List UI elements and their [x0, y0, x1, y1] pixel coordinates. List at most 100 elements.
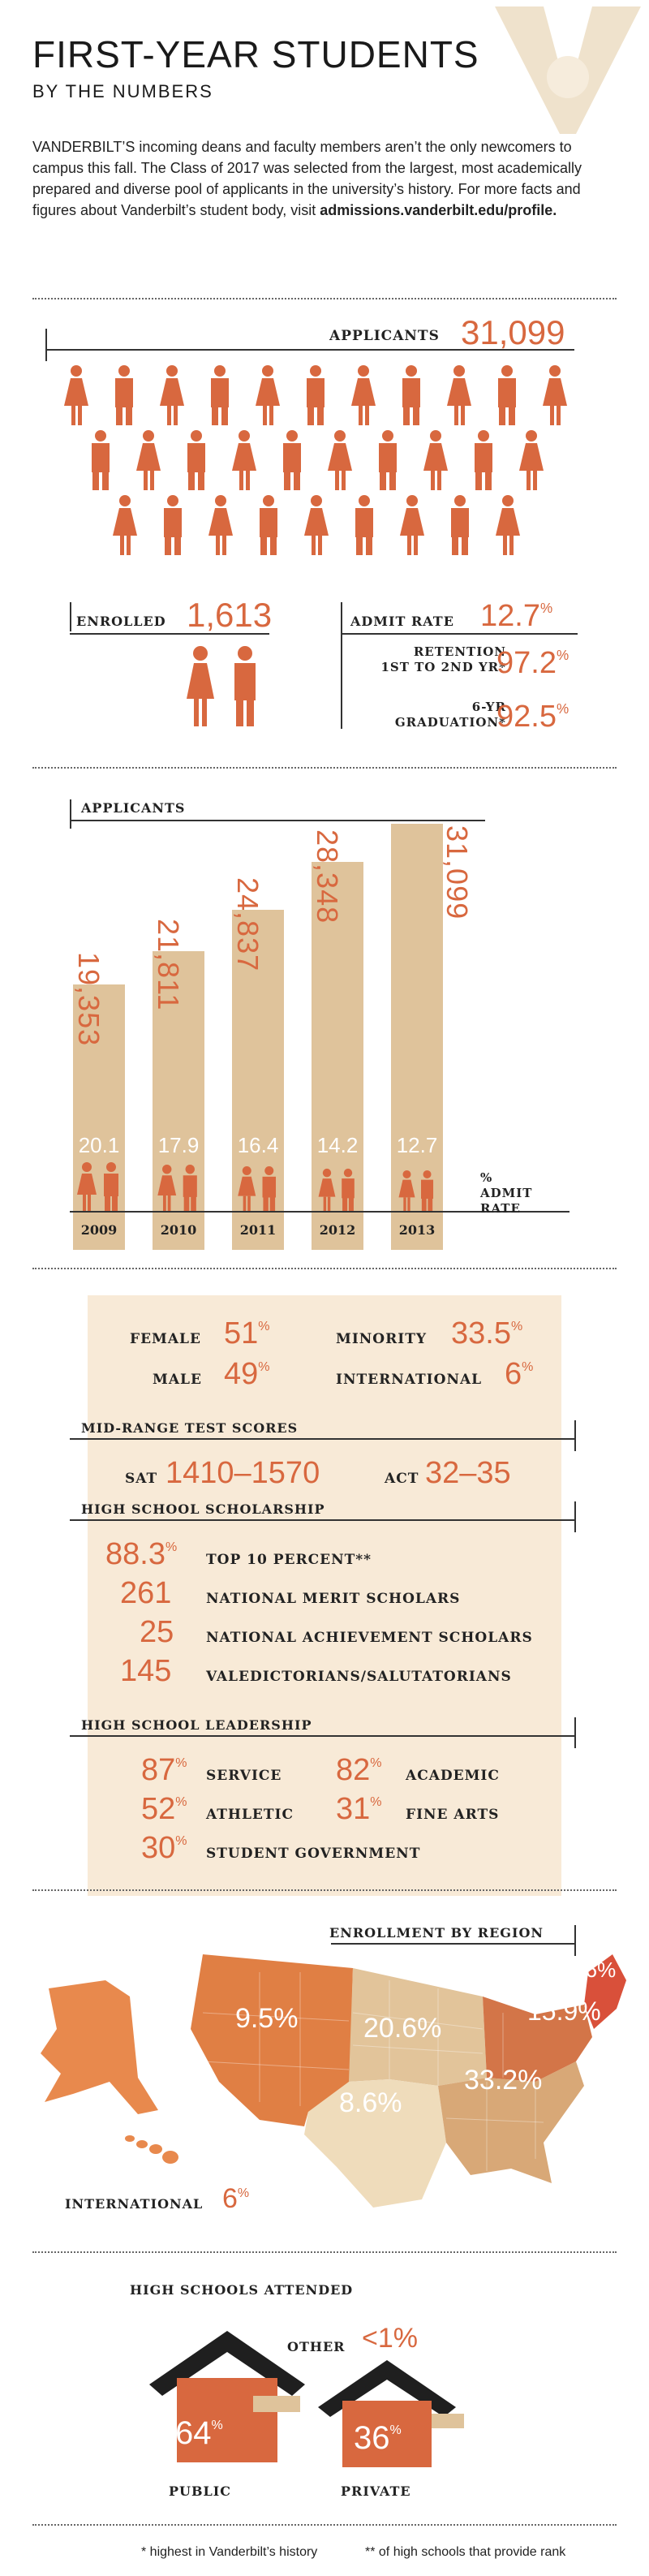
public-percent: %: [211, 2419, 223, 2432]
region-southwest: [304, 2079, 446, 2208]
female-person-icon: [543, 365, 567, 425]
scholarship-label-3: NATIONAL ACHIEVEMENT SCHOLARS: [206, 1630, 533, 1646]
govt-label: STUDENT GOVERNMENT: [206, 1846, 421, 1862]
applicants-value: 31,099: [461, 313, 565, 351]
intro-text: VANDERBILT’S incoming deans and faculty …: [32, 139, 582, 218]
female-number: 51: [224, 1316, 259, 1350]
top-ten-number: 88.3: [105, 1537, 165, 1571]
govt-percent: %: [175, 1834, 187, 1848]
scholarship-value-3: 25: [140, 1615, 174, 1649]
arts-value: 31%: [336, 1792, 382, 1827]
male-person-icon: [211, 365, 229, 425]
private-percent: %: [389, 2423, 402, 2437]
international-percent: %: [522, 1360, 534, 1374]
female-person-icon: [136, 430, 161, 490]
admit-rate-axis-label: % ADMIT RATE: [480, 1170, 532, 1217]
graduation-label: 6-YR GRADUATION*: [305, 700, 506, 730]
enrolled-label: ENROLLED: [76, 614, 166, 629]
scholarship-label-2: NATIONAL MERIT SCHOLARS: [206, 1591, 461, 1607]
divider-5: [32, 2251, 617, 2253]
chart-title: APPLICANTS: [81, 800, 186, 816]
applicants-bar-label: 21,811: [152, 918, 185, 1011]
applicants-bar-chart: 19,353 20.1 2009 21,811 17.9 2010 24,837 16.4 20…: [0, 0, 649, 1250]
region-midatlantic-value: 15.9%: [527, 1997, 601, 2026]
admit-axis-label-line1: %: [480, 1170, 493, 1185]
arts-label: FINE ARTS: [406, 1807, 500, 1823]
service-number: 87: [141, 1753, 176, 1787]
region-south: [438, 2061, 584, 2183]
profile-link[interactable]: admissions.vanderbilt.edu/profile.: [320, 202, 557, 218]
region-international-label: INTERNATIONAL: [65, 2196, 204, 2212]
tests-title: MID-RANGE TEST SCORES: [81, 1420, 299, 1436]
divider-2: [32, 767, 617, 769]
tests-bracket: [574, 1420, 576, 1451]
female-percent: %: [258, 1320, 270, 1333]
chart-admit-rule: [70, 1211, 569, 1213]
profile-panel: [88, 1295, 561, 1896]
international-number: 6: [505, 1357, 522, 1391]
scholarship-title: HIGH SCHOOL SCHOLARSHIP: [81, 1501, 325, 1517]
retention-label: RETENTION 1ST TO 2ND YR*: [305, 644, 506, 675]
male-person-icon: [187, 430, 205, 490]
service-label: SERVICE: [206, 1768, 282, 1784]
region-midatlantic: [483, 1997, 592, 2082]
enrolled-rule: [70, 633, 269, 635]
top-ten-percent: %: [165, 1540, 178, 1554]
female-person-icon: [113, 495, 137, 555]
admit-rate-value-label: 17.9: [157, 1133, 200, 1157]
enrolled-bracket: [70, 602, 71, 631]
public-value: 64%: [175, 2415, 223, 2452]
service-value: 87%: [141, 1753, 187, 1788]
private-school-house-icon: [318, 2360, 464, 2467]
female-person-icon: [351, 365, 376, 425]
private-value: 36%: [354, 2420, 402, 2457]
region-southwest-value: 8.6%: [339, 2087, 402, 2118]
enrolled-value: 1,613: [187, 596, 273, 634]
applicants-rule: [45, 349, 574, 351]
region-newengland-value: 5.6%: [568, 1958, 617, 1982]
scholarship-bracket: [574, 1501, 576, 1532]
admit-rate-value-label: 14.2: [316, 1133, 359, 1157]
rates-rule: [341, 633, 578, 635]
alaska-shape: [41, 1980, 158, 2114]
private-number: 36: [354, 2420, 390, 2456]
region-south-value: 33.2%: [464, 2065, 543, 2096]
year-tick-label: 2011: [239, 1222, 277, 1238]
act-label: ACT: [385, 1471, 419, 1487]
admit-axis-label-line3: RATE: [480, 1201, 521, 1216]
sat-value: 1410–1570: [165, 1456, 320, 1490]
academic-percent: %: [370, 1756, 382, 1770]
region-international-value: 6%: [222, 2183, 249, 2215]
male-person-icon: [498, 365, 516, 425]
year-tick-label: 2012: [319, 1222, 356, 1238]
male-person-icon: [92, 430, 110, 490]
admit-rate-people-icon: [318, 1168, 355, 1211]
region-west: [191, 1954, 353, 2126]
female-person-icon: [447, 365, 471, 425]
admit-rate-people-icon: [398, 1170, 434, 1211]
female-person-icon: [232, 430, 256, 490]
region-central: [349, 1968, 487, 2086]
retention-label-line2: 1ST TO 2ND YR*: [380, 660, 506, 674]
footnote-one: * highest in Vanderbilt’s history: [141, 2545, 318, 2559]
female-person-icon: [64, 365, 88, 425]
other-value: <1%: [362, 2323, 418, 2354]
male-person-icon: [283, 430, 301, 490]
retention-value: 97.2%: [496, 646, 569, 681]
female-person-icon: [160, 365, 184, 425]
leadership-title: HIGH SCHOOL LEADERSHIP: [81, 1717, 312, 1733]
applicants-bar-label: 28,348: [311, 829, 344, 924]
region-rule: [331, 1943, 574, 1945]
male-label: MALE: [153, 1372, 202, 1388]
applicants-bar-label: 31,099: [441, 825, 474, 920]
region-title: ENROLLMENT BY REGION: [329, 1925, 544, 1941]
admit-rate-people-icon: [157, 1164, 197, 1211]
page-subtitle: BY THE NUMBERS: [32, 81, 213, 101]
leadership-bracket: [574, 1717, 576, 1748]
male-person-icon: [379, 430, 397, 490]
male-person-icon: [402, 365, 420, 425]
scholarship-label-1: TOP 10 PERCENT**: [206, 1552, 372, 1568]
rates-bracket: [341, 602, 342, 729]
female-person-icon: [496, 495, 520, 555]
schools-title: HIGH SCHOOLS ATTENDED: [130, 2282, 354, 2298]
